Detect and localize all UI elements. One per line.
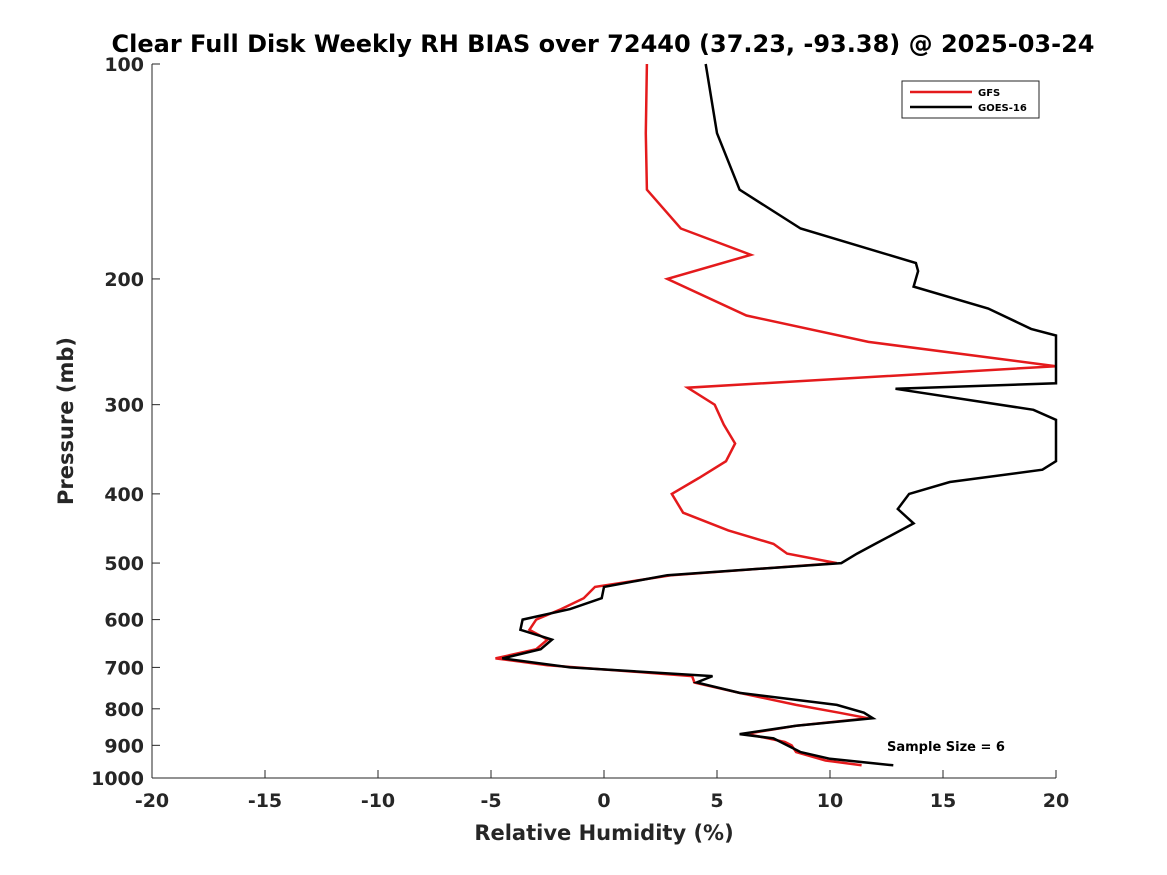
y-axis-label: Pressure (mb) — [54, 337, 78, 505]
chart-title: Clear Full Disk Weekly RH BIAS over 7244… — [112, 30, 1095, 58]
x-tick-label: 5 — [710, 790, 723, 812]
y-ticks: 100 200 300 400 500 600 700 800 900 1000 — [91, 54, 160, 790]
legend: GFS GOES-16 — [901, 80, 1040, 119]
y-tick-label: 800 — [104, 699, 144, 721]
x-tick-label: -10 — [361, 790, 395, 812]
series-lines — [495, 63, 1058, 767]
x-tick-label: 15 — [930, 790, 956, 812]
y-tick-label: 100 — [104, 54, 144, 76]
legend-label-goes-16: GOES-16 — [978, 103, 1027, 114]
y-tick-label: 600 — [104, 610, 144, 632]
x-tick-label: -15 — [248, 790, 282, 812]
sample-size-annotation: Sample Size = 6 — [887, 740, 1005, 755]
y-tick-label: 1000 — [91, 768, 144, 790]
x-axis-label: Relative Humidity (%) — [474, 821, 733, 845]
y-tick-label: 700 — [104, 657, 144, 679]
x-tick-label: -5 — [480, 790, 501, 812]
y-tick-label: 300 — [104, 395, 144, 417]
legend-label-gfs: GFS — [978, 88, 1000, 99]
x-tick-label: -20 — [135, 790, 169, 812]
x-tick-label: 20 — [1043, 790, 1069, 812]
y-tick-label: 400 — [104, 484, 144, 506]
series-line-gfs — [495, 63, 1057, 767]
y-tick-label: 500 — [104, 553, 144, 575]
y-tick-label: 900 — [104, 735, 144, 757]
series-line-goes-16 — [502, 63, 1058, 767]
y-tick-label: 200 — [104, 269, 144, 291]
x-tick-label: 10 — [817, 790, 843, 812]
plot-frame — [152, 64, 1056, 778]
legend-box — [901, 80, 1040, 119]
x-tick-label: 0 — [597, 790, 610, 812]
x-ticks: -20 -15 -10 -5 0 5 10 15 20 — [135, 770, 1069, 812]
